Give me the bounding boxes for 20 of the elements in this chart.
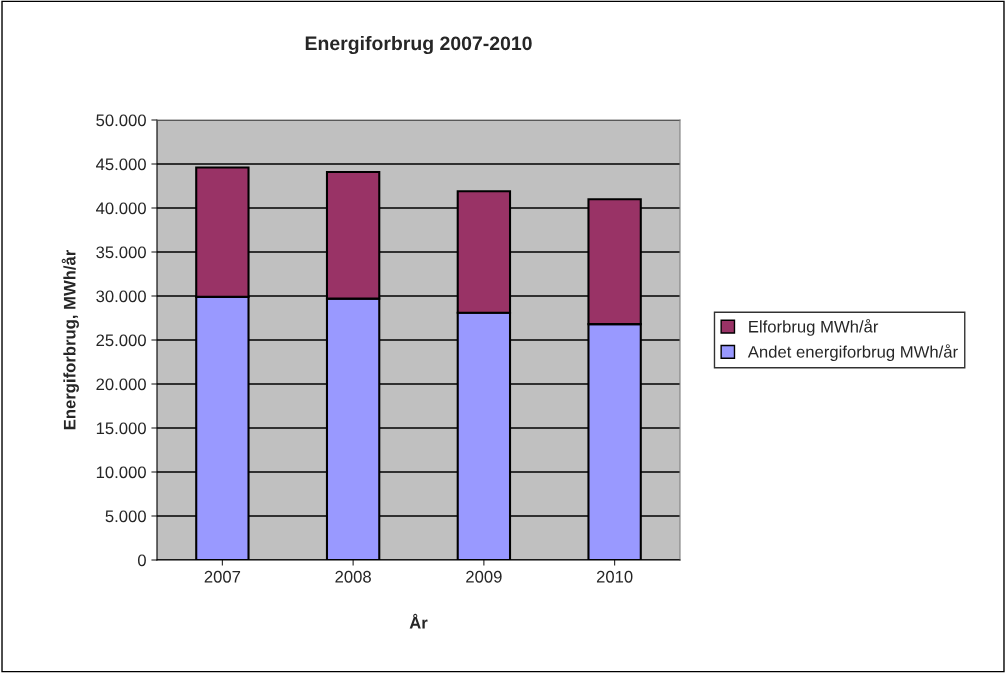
y-tick-label: 25.000 xyxy=(96,334,146,347)
y-tick-label: 50.000 xyxy=(96,114,146,127)
y-tick-label: 15.000 xyxy=(96,422,146,435)
y-tick-label: 45.000 xyxy=(95,158,146,171)
chart-title: Energiforbrug 2007-2010 xyxy=(305,35,532,55)
x-tick-label: 2009 xyxy=(466,570,502,583)
y-tick-label: 35.000 xyxy=(96,246,146,259)
y-tick-label: 5.000 xyxy=(105,510,146,523)
y-tick-label: 10.000 xyxy=(96,466,146,479)
x-tick-label: 2010 xyxy=(596,570,633,583)
y-axis-title: Energiforbrug, MWh/år xyxy=(61,249,79,430)
y-tick-label: 30.000 xyxy=(96,290,146,303)
legend-label: Andet energiforbrug MWh/år xyxy=(747,344,958,362)
y-tick-label: 40.000 xyxy=(95,202,146,215)
x-axis-title: År xyxy=(409,613,428,629)
x-tick-label: 2008 xyxy=(335,570,371,583)
y-tick-label: 0 xyxy=(137,554,146,567)
y-tick-label: 20.000 xyxy=(96,378,146,391)
legend-label: Elforbrug MWh/år xyxy=(749,318,879,336)
x-tick-label: 2007 xyxy=(204,570,241,583)
